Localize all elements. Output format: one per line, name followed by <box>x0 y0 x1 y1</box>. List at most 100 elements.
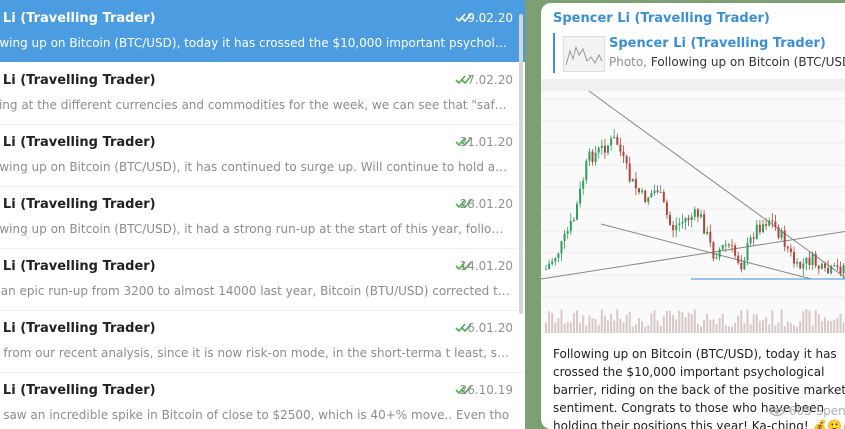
scrollbar[interactable] <box>519 14 523 314</box>
photo-volume-bar <box>610 313 613 333</box>
photo-candle-body <box>607 145 609 153</box>
photo-volume-bar <box>715 324 718 333</box>
photo-candle-body <box>675 225 678 231</box>
photo-volume-bar <box>793 325 795 333</box>
photo-candle-body <box>687 218 690 221</box>
photo-volume-bar <box>706 313 709 333</box>
photo-candle-body <box>796 262 799 264</box>
photo-volume-bar <box>811 325 814 333</box>
photo-volume-bar <box>591 318 594 333</box>
photo-header-bar <box>541 79 845 91</box>
chat-row[interactable]: r Li (Travelling Trader) 7.02.20 king at t… <box>0 62 525 125</box>
photo-candle-body <box>641 190 644 193</box>
photo-volume-bar <box>724 325 727 333</box>
photo-volume-bar <box>650 313 653 333</box>
photo-candle-body <box>709 231 712 243</box>
double-check-icon <box>455 13 472 23</box>
photo-candle-body <box>824 263 826 268</box>
photo-candle-body <box>551 261 554 264</box>
photo-candle-body <box>727 244 730 246</box>
reply-author: Spencer Li (Travelling Trader) <box>609 36 826 51</box>
photo-candle-body <box>622 151 625 156</box>
photo-candle-body <box>628 163 631 182</box>
photo-volume-bar <box>718 317 721 333</box>
photo-candle-body <box>610 138 613 146</box>
chat-row-date: 6.01.20 <box>467 321 513 335</box>
chat-row-name: r Li (Travelling Trader) <box>0 73 156 88</box>
reply-preview[interactable]: Spencer Li (Travelling Trader) Photo, Fo… <box>553 33 845 73</box>
photo-candle-body <box>560 241 563 254</box>
double-check-icon <box>455 261 472 271</box>
photo-volume-bar <box>734 322 737 333</box>
chat-row[interactable]: r Li (Travelling Trader) 26.10.19 e saw an… <box>0 372 525 429</box>
photo-candle-body <box>693 209 696 217</box>
photo-volume-bar <box>712 319 715 333</box>
photo-volume-bar <box>839 313 842 333</box>
chat-row[interactable]: r Li (Travelling Trader) 28.01.20 owing up… <box>0 186 525 249</box>
chat-row[interactable]: r Li (Travelling Trader) 31.01.20 owing up… <box>0 124 525 187</box>
photo-candle-body <box>554 257 557 262</box>
reply-snippet: Following up on Bitcoin (BTC/USD <box>647 55 845 69</box>
photo-volume-bar <box>731 326 733 333</box>
photo-volume-bar <box>768 324 771 333</box>
photo-volume-bar <box>799 321 802 333</box>
double-check-icon <box>455 75 472 85</box>
photo-candle-body <box>743 260 746 270</box>
chat-row-preview: r an epic run-up from 3200 to almost 140… <box>0 284 510 298</box>
photo-volume-bar <box>721 313 724 333</box>
photo-candle-body <box>777 227 780 238</box>
photo-volume-bar <box>749 324 752 333</box>
chat-row-name: r Li (Travelling Trader) <box>0 11 156 26</box>
photo-candle-body <box>591 151 594 163</box>
photo-volume-bar <box>662 316 665 333</box>
photo-volume-bar <box>560 309 563 333</box>
photo-volume-bar <box>566 321 569 333</box>
photo-chart[interactable] <box>541 79 845 333</box>
photo-candle-body <box>681 221 684 224</box>
photo-volume-bar <box>817 314 820 333</box>
chat-row-name: r Li (Travelling Trader) <box>0 383 156 398</box>
photo-volume-bar <box>746 309 749 333</box>
photo-volume-bar <box>653 310 656 333</box>
photo-candle-body <box>650 193 653 198</box>
photo-candle-body <box>768 220 771 226</box>
photo-volume-bar <box>656 320 659 333</box>
photo-volume-bar <box>833 319 836 333</box>
photo-candle-body <box>569 221 572 232</box>
double-check-icon <box>455 323 472 333</box>
photo-volume-bar <box>690 314 693 333</box>
photo-candle-body <box>740 262 743 270</box>
photo-candle-body <box>780 230 783 238</box>
chat-list: r Li (Travelling Trader) 9.02.20 owing up … <box>0 0 525 429</box>
message-bubble[interactable]: Spencer Li (Travelling Trader) Spencer L… <box>541 3 845 429</box>
eye-icon <box>769 407 785 416</box>
photo-volume-bar <box>693 309 696 333</box>
photo-volume-bar <box>687 312 690 333</box>
double-check-icon <box>455 137 472 147</box>
photo-candle-body <box>752 237 755 239</box>
views-number: 605 <box>788 404 812 418</box>
chat-row[interactable]: r Li (Travelling Trader) 6.01.20 p from ou… <box>0 310 525 373</box>
photo-candle-body <box>762 224 764 233</box>
photo-volume-bar <box>585 325 588 333</box>
photo-volume-bar <box>675 319 678 333</box>
sender-name[interactable]: Spencer Li (Travelling Trader) <box>553 11 770 26</box>
photo-volume-bar <box>808 310 811 333</box>
photo-candle-body <box>585 160 588 181</box>
photo-volume-bar <box>607 320 609 333</box>
photo-candle-body <box>802 263 805 269</box>
chat-row-preview: king at the different currencies and com… <box>0 98 510 112</box>
photo-candle-body <box>746 243 749 261</box>
photo-candle-body <box>786 246 789 249</box>
photo-candle-body <box>656 190 659 193</box>
photo-volume-bar <box>836 317 839 333</box>
photo-candle-body <box>721 244 724 250</box>
photo-volume-bar <box>619 318 622 333</box>
photo-candle-body <box>548 263 551 269</box>
photo-candle-body <box>696 209 699 217</box>
chat-row[interactable]: r Li (Travelling Trader) 14.01.20 r an epi… <box>0 248 525 311</box>
chat-row-date: 7.02.20 <box>467 73 513 87</box>
photo-volume-bar <box>659 325 662 333</box>
photo-volume-bar <box>600 309 603 333</box>
chat-row[interactable]: r Li (Travelling Trader) 9.02.20 owing up … <box>0 0 525 62</box>
